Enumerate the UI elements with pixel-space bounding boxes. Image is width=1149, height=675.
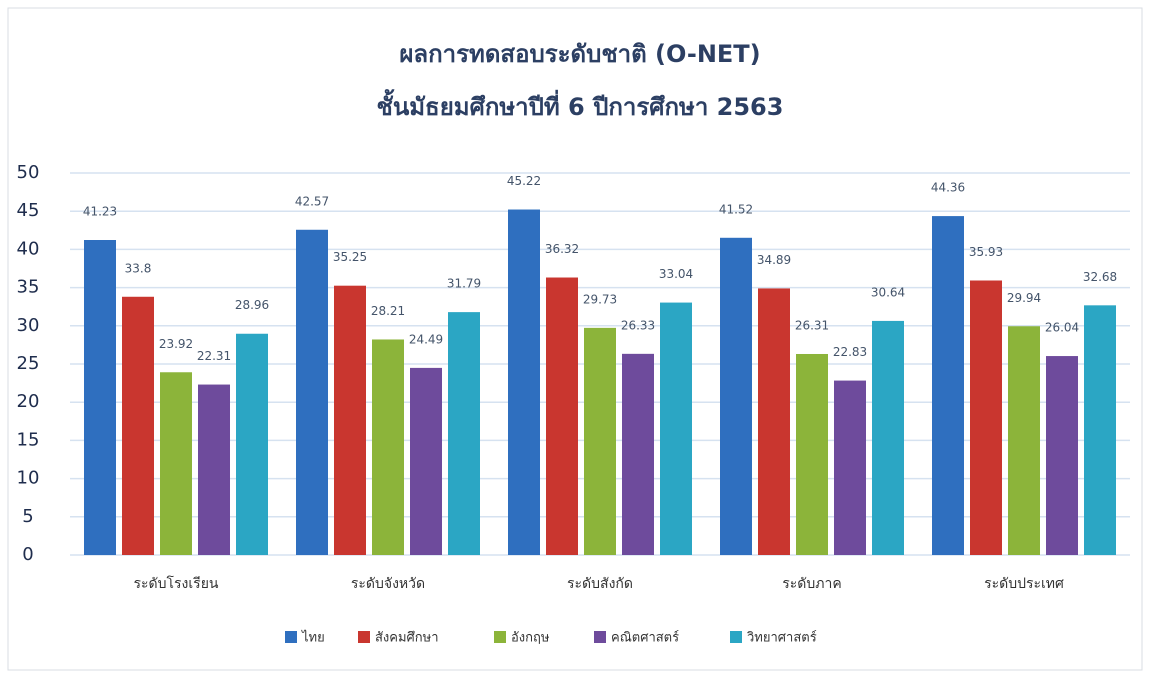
value-label: 41.52	[719, 202, 753, 216]
y-tick-label: 25	[17, 353, 40, 374]
value-label: 33.8	[125, 261, 152, 275]
x-tick-label: ระดับโรงเรียน	[134, 575, 219, 592]
y-tick-label: 50	[17, 162, 40, 183]
y-tick-label: 0	[22, 544, 33, 565]
bar	[872, 320, 904, 555]
value-label: 41.23	[83, 205, 117, 219]
bar	[198, 384, 230, 555]
value-label: 36.32	[545, 242, 579, 256]
legend-swatch	[494, 631, 506, 643]
legend-swatch	[285, 631, 297, 643]
y-tick-label: 30	[17, 315, 40, 336]
value-label: 23.92	[159, 337, 193, 351]
legend-swatch	[594, 631, 606, 643]
bar	[1084, 305, 1116, 555]
value-label: 34.89	[757, 253, 791, 267]
bar	[122, 296, 154, 555]
value-label: 35.93	[969, 245, 1003, 259]
bar	[508, 209, 540, 555]
value-label: 32.68	[1083, 270, 1117, 284]
bar	[448, 312, 480, 555]
legend-swatch	[358, 631, 370, 643]
y-tick-label: 5	[22, 506, 33, 527]
x-tick-label: ระดับประเทศ	[984, 576, 1064, 592]
bar	[546, 277, 578, 555]
x-tick-label: ระดับจังหวัด	[351, 576, 425, 592]
bar	[410, 367, 442, 555]
value-label: 24.49	[409, 332, 443, 346]
chart-subtitle: ชั้นมัธยมศึกษาปีที่ 6 ปีการศึกษา 2563	[377, 88, 784, 121]
x-tick-label: ระดับภาค	[782, 576, 841, 592]
bar	[758, 288, 790, 555]
value-label: 29.94	[1007, 291, 1041, 305]
value-label: 44.36	[931, 181, 965, 195]
legend-label: สังคมศึกษา	[375, 631, 439, 646]
value-label: 28.96	[235, 298, 269, 312]
bar	[660, 302, 692, 555]
chart-title: ผลการทดสอบระดับชาติ (O-NET)	[399, 40, 760, 68]
bar	[932, 216, 964, 555]
value-label: 33.04	[659, 267, 693, 281]
y-tick-label: 40	[17, 238, 40, 259]
bar	[334, 285, 366, 555]
value-label: 22.83	[833, 345, 867, 359]
value-label: 26.04	[1045, 321, 1079, 335]
bar	[796, 353, 828, 555]
legend-label: คณิตศาสตร์	[611, 630, 679, 646]
bar	[372, 339, 404, 555]
value-label: 30.64	[871, 285, 905, 299]
legend-swatch	[730, 631, 742, 643]
x-tick-label: ระดับสังกัด	[567, 576, 633, 592]
legend-label: อังกฤษ	[511, 631, 550, 646]
value-label: 26.33	[621, 318, 655, 332]
bar	[84, 240, 116, 555]
bar	[834, 380, 866, 555]
y-tick-label: 35	[17, 277, 40, 298]
value-label: 35.25	[333, 250, 367, 264]
value-label: 42.57	[295, 194, 329, 208]
bar	[622, 353, 654, 555]
value-label: 28.21	[371, 304, 405, 318]
value-label: 29.73	[583, 292, 617, 306]
y-tick-label: 15	[17, 429, 40, 450]
bar	[1046, 356, 1078, 555]
y-tick-label: 45	[17, 200, 40, 221]
bar	[236, 333, 268, 555]
bar	[160, 372, 192, 555]
value-label: 31.79	[447, 277, 481, 291]
legend-label: วิทยาศาสตร์	[746, 630, 816, 646]
bar	[1008, 326, 1040, 555]
bar	[296, 229, 328, 555]
y-tick-label: 10	[17, 468, 40, 489]
bar	[584, 327, 616, 555]
value-label: 45.22	[507, 174, 541, 188]
value-label: 22.31	[197, 349, 231, 363]
y-tick-label: 20	[17, 391, 40, 412]
legend-label: ไทย	[301, 630, 325, 646]
bar	[720, 237, 752, 555]
bar	[970, 280, 1002, 555]
value-label: 26.31	[795, 318, 829, 332]
